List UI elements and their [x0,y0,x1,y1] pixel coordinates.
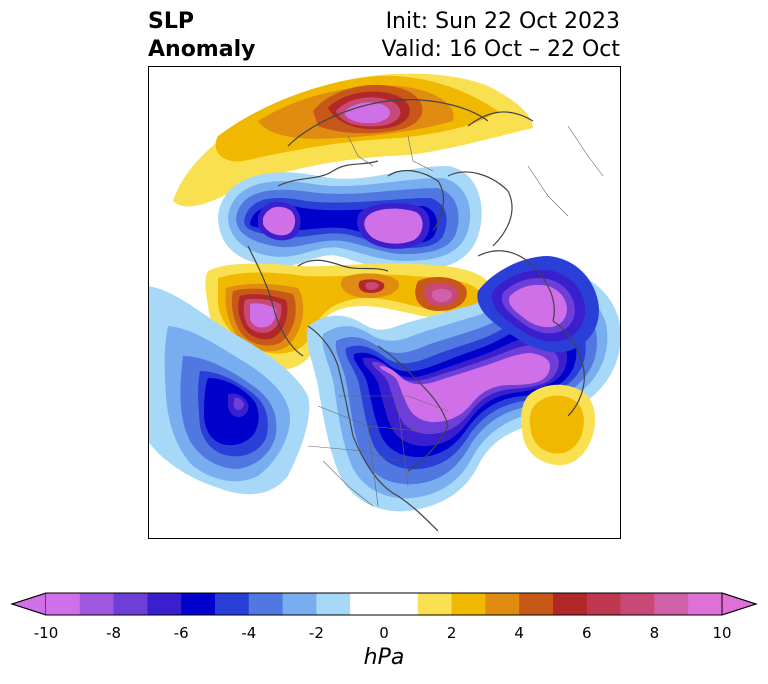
colorbar-tick-label: 10 [712,624,732,642]
colorbar-tick-label: -4 [241,624,257,642]
colorbar-segment [113,593,148,615]
colorbar-segment [586,593,622,615]
colorbar-segment [417,593,453,615]
colorbar-extend-low [10,592,47,616]
colorbar-tick-label: 0 [379,624,389,642]
colorbar-segment [553,593,588,615]
positive-anomaly-eurasia [205,263,493,370]
colorbar-outline [10,592,758,616]
colorbar-segment [350,593,385,615]
title-line1: SLP [148,9,194,34]
colorbar-segment [384,593,419,615]
colorbar-segment [316,593,351,615]
colorbar-segment [46,593,81,615]
colorbar-tick-label: 4 [514,624,524,642]
init-time: Init: Sun 22 Oct 2023 [385,9,620,34]
colorbar-segment [688,593,723,615]
colorbar-segment [147,593,182,615]
valid-time: Valid: 16 Oct – 22 Oct [381,37,620,62]
borders [307,125,604,507]
colorbar-segment [181,593,216,615]
colorbar-extend-high [721,592,758,616]
colorbar-segment [282,593,317,615]
colorbar-segment [215,593,250,615]
colorbar-segment [519,593,554,615]
coastlines [247,99,585,532]
negative-anomaly-americas [306,256,621,512]
colorbar-segment [451,593,486,615]
colorbar-units: hPa [363,645,405,670]
positive-anomaly-arctic [173,73,533,207]
negative-anomaly-north [218,166,482,271]
colorbar-tick-label: 2 [446,624,457,642]
colorbar-tick-label: 8 [649,624,660,642]
colorbar-tick-label: -2 [308,624,324,642]
time-info: Init: Sun 22 Oct 2023 Valid: 16 Oct – 22… [382,8,620,64]
colorbar-tick-label: 6 [582,624,592,642]
colorbar-tick-label: -6 [173,624,189,642]
title-line2: Anomaly [148,37,256,62]
colorbar-segment [79,593,115,615]
colorbar-segment [654,593,689,615]
negative-anomaly-pacific [148,286,310,495]
slp-anomaly-map [148,66,621,539]
map-title: SLP Anomaly [148,8,255,64]
colorbar-tick-label: -8 [106,624,122,642]
colorbar-tick-label: -10 [33,624,59,642]
colorbar [10,592,758,616]
colorbar-segment [485,593,520,615]
colorbar-segment [248,593,284,615]
colorbar-segment [620,593,655,615]
